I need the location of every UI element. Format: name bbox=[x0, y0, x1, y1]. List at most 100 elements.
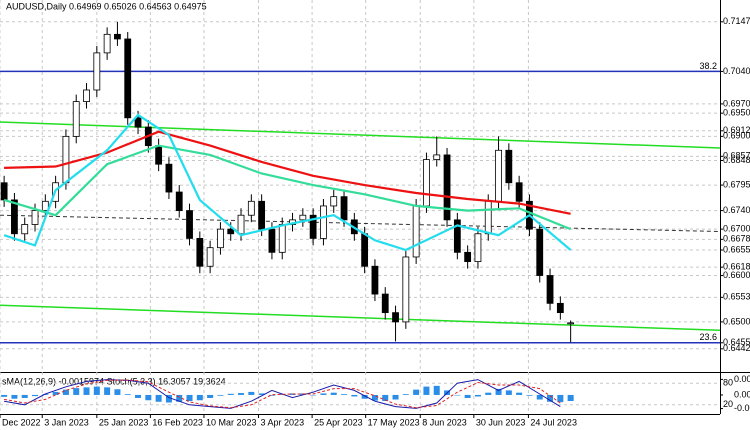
osma-bar bbox=[557, 394, 564, 403]
y-tick-label: 0.6678 bbox=[723, 234, 750, 244]
osma-bar bbox=[361, 394, 368, 399]
candle-body bbox=[453, 219, 461, 253]
candle-body bbox=[309, 214, 317, 239]
candle-body bbox=[402, 256, 410, 323]
osma-bar bbox=[536, 394, 543, 400]
osma-bar bbox=[402, 394, 409, 395]
candle-body bbox=[165, 163, 173, 193]
osma-bar bbox=[258, 393, 265, 395]
osma-bar bbox=[238, 393, 245, 395]
candle-body bbox=[186, 210, 193, 239]
moving-average bbox=[3, 144, 572, 231]
osma-bar bbox=[341, 394, 348, 395]
osma-bar bbox=[371, 394, 378, 401]
candle-body bbox=[83, 89, 90, 102]
trend-line bbox=[0, 214, 721, 232]
osma-bar bbox=[42, 394, 49, 395]
osma-bar bbox=[268, 394, 275, 396]
y-tick-label: 0.6848 bbox=[723, 155, 750, 165]
osma-bar bbox=[382, 394, 389, 402]
trend-line bbox=[0, 121, 721, 149]
osma-bar bbox=[526, 394, 533, 396]
osma-bar bbox=[289, 393, 296, 395]
osma-bar bbox=[392, 394, 399, 400]
candle-body bbox=[340, 196, 348, 221]
x-tick-label: 25 Jan 2023 bbox=[99, 417, 149, 427]
candle-body bbox=[72, 101, 80, 137]
candle-body bbox=[206, 247, 214, 267]
main-panel: 38.2 23.6 bbox=[0, 0, 723, 414]
candle-body bbox=[41, 200, 49, 211]
candle-body bbox=[247, 200, 255, 216]
candle-body bbox=[320, 205, 327, 239]
candle-body bbox=[443, 154, 451, 221]
osma-bar bbox=[124, 394, 131, 395]
osma-bar bbox=[516, 392, 523, 395]
y-tick-label: 0.0041 bbox=[734, 374, 750, 384]
y-tick-label: 0.6618 bbox=[723, 262, 750, 272]
moving-average bbox=[3, 113, 572, 252]
osma-bar bbox=[73, 388, 80, 395]
candle-body bbox=[175, 191, 183, 211]
moving-average bbox=[4, 130, 571, 215]
oscillator-panel: sMA(12,26,9) -0.0015974 Stoch(5,3,3) 16.… bbox=[0, 376, 723, 410]
y-tick-label: 0.6600 bbox=[723, 270, 750, 280]
osma-bar bbox=[114, 389, 121, 395]
osma-bar bbox=[207, 394, 214, 398]
y-tick-label: 0.6900 bbox=[723, 131, 750, 141]
osma-bar bbox=[1, 394, 8, 397]
oscillator-title: sMA(12,26,9) -0.0015974 Stoch(5,3,3) 16.… bbox=[2, 376, 226, 386]
osma-bar bbox=[567, 394, 574, 402]
osma-bar bbox=[351, 394, 358, 397]
y2-tick-label: 20 bbox=[723, 399, 733, 409]
candle-body bbox=[103, 33, 111, 54]
osma-bar bbox=[495, 388, 502, 395]
osma-bar bbox=[11, 394, 18, 399]
candle-body bbox=[62, 135, 70, 184]
osma-bar bbox=[279, 394, 286, 395]
osma-bar bbox=[165, 394, 172, 403]
y-tick-label: 0.6455 bbox=[723, 337, 750, 347]
y-tick-label: 0.7040 bbox=[723, 66, 750, 76]
y-tick-label: 0.6795 bbox=[723, 179, 750, 189]
candle-body bbox=[227, 228, 235, 235]
candle-body bbox=[536, 228, 544, 276]
candle-body bbox=[381, 293, 389, 314]
osma-bar bbox=[62, 389, 69, 395]
stochastic-line bbox=[4, 379, 561, 409]
candle-body bbox=[268, 228, 276, 253]
osma-bar bbox=[474, 394, 481, 397]
osma-bar bbox=[176, 394, 183, 402]
candle-body bbox=[330, 196, 338, 207]
y-tick-label: 0.6553 bbox=[723, 292, 750, 302]
osma-bar bbox=[423, 386, 430, 395]
y-tick-label: 0.6950 bbox=[723, 108, 750, 118]
osma-bar bbox=[454, 394, 461, 396]
y-tick-label: 0.6857 bbox=[723, 151, 750, 161]
x-tick-label: 8 Jun 2023 bbox=[422, 417, 467, 427]
candle-body bbox=[155, 145, 163, 165]
candle-body bbox=[433, 154, 441, 160]
y-tick-label: 0.6740 bbox=[723, 205, 750, 215]
y-tick-label: 0.00 bbox=[734, 389, 750, 399]
osma-bar bbox=[135, 394, 142, 398]
osma-bar bbox=[145, 394, 152, 401]
osma-bar bbox=[186, 394, 193, 402]
candle-body bbox=[546, 275, 554, 304]
y-tick-label: -0.0036 bbox=[734, 403, 750, 413]
osma-bar bbox=[547, 394, 554, 402]
candle-body bbox=[464, 251, 472, 263]
candle-body bbox=[31, 210, 39, 225]
x-tick-label: 3 Apr 2023 bbox=[261, 417, 305, 427]
osma-bar bbox=[464, 394, 471, 398]
y-tick-label: 0.6970 bbox=[723, 98, 750, 108]
candle-body bbox=[217, 228, 224, 249]
osma-bar bbox=[52, 391, 59, 395]
candle-body bbox=[505, 149, 513, 184]
x-tick-label: 25 Apr 2023 bbox=[314, 417, 363, 427]
candle-body bbox=[114, 33, 121, 40]
osma-bar bbox=[433, 385, 440, 395]
osma-bar bbox=[248, 391, 255, 395]
